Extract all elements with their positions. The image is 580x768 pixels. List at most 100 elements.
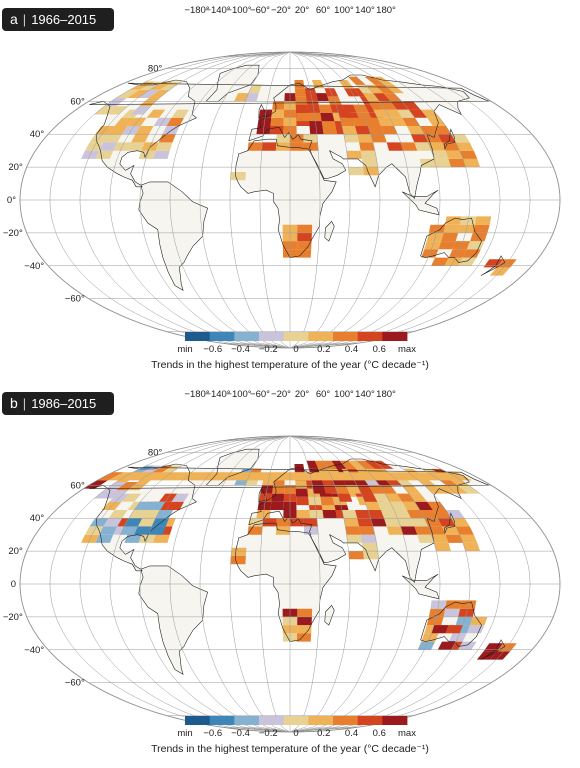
trend-cell xyxy=(108,126,128,135)
trend-cell xyxy=(94,106,116,115)
trend-cell xyxy=(390,101,409,110)
trend-cell xyxy=(424,518,442,527)
trend-cell xyxy=(406,510,425,519)
trend-cell xyxy=(290,518,304,527)
trend-cell xyxy=(380,126,398,135)
trend-cell xyxy=(83,480,108,489)
trend-cell xyxy=(151,518,170,527)
colorbar-swatch xyxy=(382,332,408,341)
trend-cell xyxy=(459,534,478,543)
trend-cell xyxy=(459,150,478,159)
colorbar-swatch xyxy=(308,716,334,725)
longitude-label: 140° xyxy=(355,389,375,400)
colorbar-tick-label: 0.2 xyxy=(317,728,330,739)
latitude-label: 0° xyxy=(7,195,16,206)
colorbar-tick-label: 0.6 xyxy=(373,728,386,739)
latitude-label: −40° xyxy=(24,261,44,272)
trend-cell xyxy=(306,460,319,469)
trend-cell xyxy=(417,534,435,543)
colorbar-swatch xyxy=(357,332,383,341)
trend-cell xyxy=(272,101,285,110)
coastline-indonesia xyxy=(402,189,440,216)
colorbar-swatch xyxy=(209,716,235,725)
trend-cell xyxy=(402,117,420,126)
trend-cell xyxy=(414,501,433,510)
colorbar-tick-label: −0.4 xyxy=(231,728,250,739)
trend-cell xyxy=(428,142,446,151)
coastline-australia xyxy=(420,217,482,263)
trend-cell xyxy=(261,142,277,151)
trend-cell xyxy=(312,485,326,494)
trend-cell xyxy=(362,158,378,168)
trend-cell xyxy=(121,493,142,502)
latitude-label: 20° xyxy=(8,546,23,557)
colorbar-tick-label: 0.2 xyxy=(317,344,330,355)
trend-cell xyxy=(432,126,452,135)
trend-cell xyxy=(380,510,398,519)
trend-cell xyxy=(360,534,377,543)
trend-cell xyxy=(431,257,449,266)
longitude-label: 180° xyxy=(376,389,396,400)
trend-cell xyxy=(290,142,305,151)
longitude-label: −140° xyxy=(205,389,230,400)
colorbar: min −0.6 −0.4 −0.2 0 0.2 0.4 0.6 max Trends in th… xyxy=(151,332,429,371)
trend-cell xyxy=(359,526,375,535)
trend-cell xyxy=(437,518,456,527)
trend-cell xyxy=(457,485,480,494)
trend-cell xyxy=(462,249,481,258)
trend-cell xyxy=(373,109,390,118)
trend-cell xyxy=(385,493,403,502)
trend-cell xyxy=(124,518,143,527)
colorbar-swatch xyxy=(283,716,309,725)
trend-cell xyxy=(297,625,312,634)
latitude-label: 60° xyxy=(70,480,85,491)
trend-cell xyxy=(171,109,190,118)
colorbar-tick-label: −0.6 xyxy=(203,344,222,355)
trend-cell xyxy=(355,510,371,519)
trend-cell xyxy=(153,534,170,543)
longitude-label: 60° xyxy=(316,389,331,400)
trend-cell xyxy=(322,126,337,135)
coastline-uk xyxy=(258,103,267,119)
trend-cell xyxy=(247,142,263,151)
panel-b-separator: | xyxy=(22,396,27,411)
trend-cell xyxy=(400,142,418,151)
trend-cell xyxy=(437,641,456,650)
trend-cell xyxy=(106,490,128,499)
trend-cell xyxy=(367,126,385,135)
trend-cell xyxy=(155,142,173,151)
trend-cell xyxy=(271,109,285,118)
trend-cell xyxy=(434,158,451,168)
trend-cell xyxy=(389,117,407,126)
trend-cell xyxy=(401,101,421,110)
trend-cell xyxy=(166,501,184,510)
graticule xyxy=(19,51,561,349)
trend-cell xyxy=(397,518,415,527)
longitude-label: 60° xyxy=(316,5,331,16)
trend-cell xyxy=(363,551,379,560)
trend-cell xyxy=(476,651,497,660)
trend-cell xyxy=(466,625,485,634)
latitude-label: 20° xyxy=(8,162,23,173)
trend-cell xyxy=(138,518,156,527)
colorbar-swatch xyxy=(259,332,285,341)
longitude-label: 20° xyxy=(295,5,310,16)
trend-cell xyxy=(384,518,401,527)
colorbar-swatch xyxy=(185,332,211,341)
coastlines xyxy=(89,448,506,676)
landmass-north-america xyxy=(89,80,490,187)
trend-cell xyxy=(339,460,356,469)
trend-cell xyxy=(445,625,463,634)
trend-cell xyxy=(294,80,305,89)
coastlines xyxy=(89,64,506,292)
trend-cell xyxy=(434,542,451,552)
trend-cell xyxy=(106,106,128,115)
trend-cell xyxy=(314,460,328,469)
trend-cell xyxy=(356,460,375,469)
trend-cell xyxy=(445,216,462,225)
trend-cell xyxy=(297,232,312,242)
trend-cell xyxy=(445,534,463,543)
trend-cell xyxy=(472,224,490,233)
trend-cell xyxy=(297,241,312,250)
latitude-label: −60° xyxy=(65,678,85,689)
